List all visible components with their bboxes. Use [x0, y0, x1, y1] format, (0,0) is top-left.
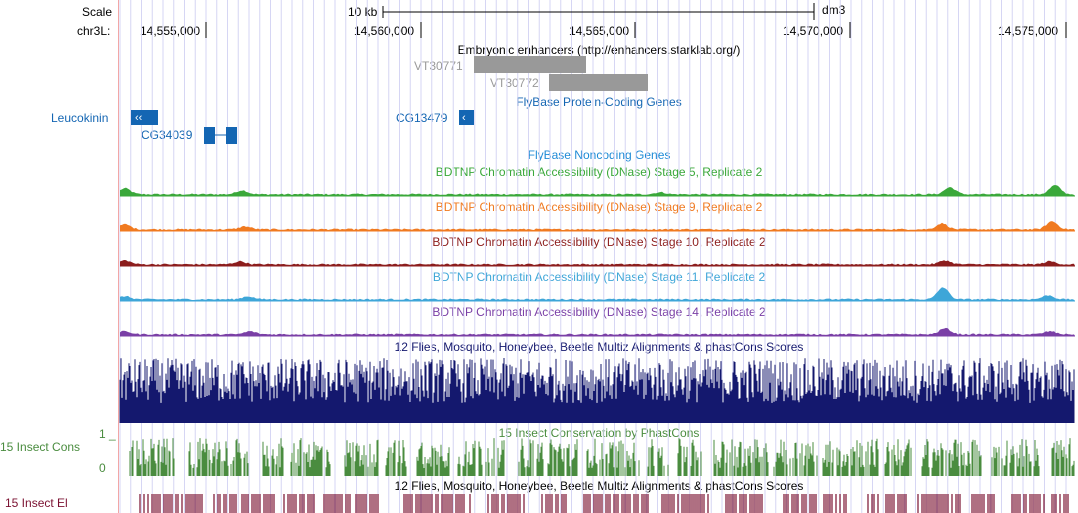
enhancer-block [474, 56, 586, 73]
dnase-signal [120, 260, 1075, 266]
dnase-signal [120, 185, 1075, 196]
gene-cg34039-exon [226, 127, 237, 144]
insect-el-left-label[interactable]: 15 Insect El [5, 496, 68, 510]
dnase-track-title-stage11[interactable]: BDTNP Chromatin Accessibility (DNase) St… [432, 270, 766, 284]
insect-cons-scale-max: 1 _ [99, 427, 116, 441]
insect-cons-scale-min: 0 [99, 461, 106, 475]
gene-label-leucokinin[interactable]: Leucokinin [51, 111, 109, 125]
gene-label-cg34039[interactable]: CG34039 [141, 128, 193, 142]
insect-cons-left-label[interactable]: 15 Insect Cons [0, 440, 81, 454]
position-tick-label: 14,575,000 [998, 24, 1059, 38]
dnase-signal [120, 221, 1075, 231]
insect-el-signal [139, 494, 1069, 513]
strand-arrow: ‹‹ [135, 112, 143, 124]
scale-bar-label: 10 kb [348, 5, 378, 19]
enhancer-item-label[interactable]: VT30772 [490, 76, 539, 90]
insect-cons-track-title[interactable]: 15 Insect Conservation by PhastCons [498, 426, 700, 440]
position-tick-label: 14,555,000 [140, 24, 201, 38]
enhancer-item-label[interactable]: VT30771 [414, 59, 463, 73]
multiz-track-title[interactable]: 12 Flies, Mosquito, Honeybee, Beetle Mul… [394, 340, 804, 354]
gene-label-cg13479[interactable]: CG13479 [396, 111, 448, 125]
gene-leucokinin [131, 110, 158, 125]
multiz-track-title-2[interactable]: 12 Flies, Mosquito, Honeybee, Beetle Mul… [394, 479, 804, 493]
dnase-track-title-stage10[interactable]: BDTNP Chromatin Accessibility (DNase) St… [432, 235, 766, 249]
track-left-margin-line [118, 0, 119, 513]
gene-cg13479 [459, 110, 474, 125]
flybase-coding-track-title[interactable]: FlyBase Protein-Coding Genes [516, 95, 682, 109]
enhancer-block [549, 74, 648, 91]
flybase-noncoding-track-title[interactable]: FlyBase Noncoding Genes [527, 148, 671, 162]
dnase-signal [120, 327, 1075, 336]
dnase-signal [120, 287, 1075, 301]
scale-label: Scale [82, 5, 113, 19]
multiz-signal [119, 358, 1075, 423]
dnase-track-title-stage14[interactable]: BDTNP Chromatin Accessibility (DNase) St… [432, 305, 766, 319]
insect-cons-signal [129, 438, 1075, 476]
gene-cg34039-exon [204, 127, 215, 144]
position-tick-label: 14,570,000 [783, 24, 844, 38]
assembly-label: dm3 [822, 3, 846, 17]
strand-arrow: ‹ [462, 112, 466, 124]
chrom-label: chr3L: [77, 24, 111, 38]
